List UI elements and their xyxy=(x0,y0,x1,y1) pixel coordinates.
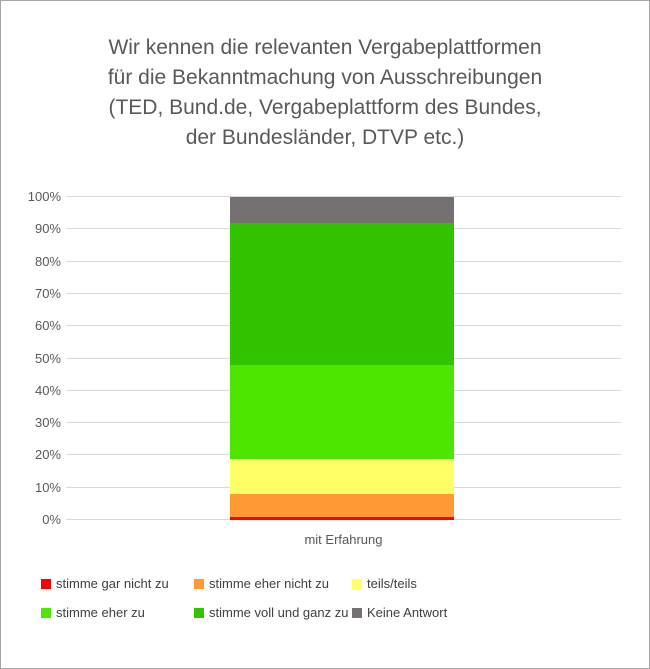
legend-item: stimme gar nicht zu xyxy=(41,576,194,591)
plot-area xyxy=(66,196,621,520)
stacked-bar xyxy=(230,197,454,520)
gridline xyxy=(66,196,621,197)
legend-item: Keine Antwort xyxy=(352,605,626,620)
legend-label: stimme voll und ganz zu xyxy=(209,605,349,620)
y-axis-tick-label: 0% xyxy=(42,512,61,527)
y-axis-tick-label: 40% xyxy=(34,382,61,398)
bar-segment-stimme-eher-nicht-zu xyxy=(230,494,454,517)
legend-swatch-icon xyxy=(194,607,204,618)
chart-title-line-3: (TED, Bund.de, Vergabeplattform des Bund… xyxy=(108,96,542,119)
bar-segment-stimme-eher-zu xyxy=(230,365,454,459)
y-axis-tick-label: 80% xyxy=(34,253,61,269)
legend-swatch-icon xyxy=(41,607,51,618)
chart-title: Wir kennen die relevanten Vergabeplattfo… xyxy=(1,33,649,153)
y-axis-tick-label: 20% xyxy=(34,447,61,463)
chart-title-line-4: der Bundesländer, DTVP etc.) xyxy=(185,126,465,149)
legend-swatch-icon xyxy=(352,578,362,589)
bar-segment-stimme-gar-nicht-zu xyxy=(230,516,454,520)
y-axis: 0% 10% 20% 30% 40% 50% 60% 70% 80% 90% 100% xyxy=(1,189,61,527)
y-axis-tick-label: 10% xyxy=(34,479,61,495)
chart-title-line-1: Wir kennen die relevanten Vergabeplattfo… xyxy=(108,36,542,59)
legend-item: teils/teils xyxy=(352,576,626,591)
legend-item: stimme eher nicht zu xyxy=(194,576,352,591)
legend-label: Keine Antwort xyxy=(367,605,448,620)
legend-swatch-icon xyxy=(352,607,362,618)
legend-label: stimme eher zu xyxy=(56,605,145,620)
chart-title-line-2: für die Bekanntmachung von Ausschreibung… xyxy=(107,66,543,89)
y-axis-tick-label: 90% xyxy=(34,221,61,237)
y-axis-tick-label: 30% xyxy=(34,415,61,431)
bar-segment-keine-antwort xyxy=(230,197,454,223)
bar-segment-teils-teils xyxy=(230,458,454,495)
bar-segment-stimme-voll-und-ganz-zu xyxy=(230,222,454,365)
y-axis-tick-label: 60% xyxy=(34,318,61,334)
legend-label: teils/teils xyxy=(367,576,417,591)
legend-item: stimme voll und ganz zu xyxy=(194,605,352,620)
legend-item: stimme eher zu xyxy=(41,605,194,620)
legend-label: stimme eher nicht zu xyxy=(209,576,329,591)
legend-swatch-icon xyxy=(41,578,51,589)
y-axis-tick-label: 50% xyxy=(34,350,61,366)
y-axis-tick-label: 100% xyxy=(27,189,61,204)
x-axis-category-label: mit Erfahrung xyxy=(304,532,383,547)
y-axis-tick-label: 70% xyxy=(34,285,61,301)
legend-swatch-icon xyxy=(194,578,204,589)
legend-label: stimme gar nicht zu xyxy=(56,576,169,591)
legend: stimme gar nicht zu stimme eher nicht zu t… xyxy=(41,569,626,627)
